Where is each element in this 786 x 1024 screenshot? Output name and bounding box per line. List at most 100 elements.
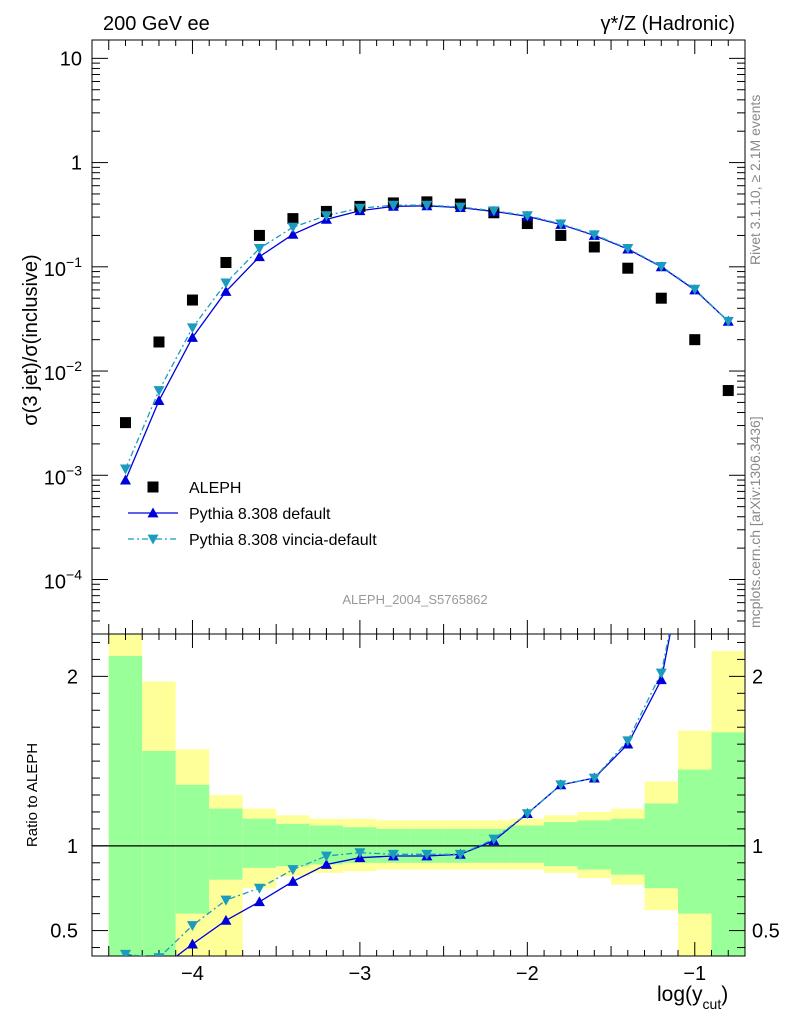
band-inner-bin xyxy=(577,820,612,870)
data-point-square xyxy=(287,213,299,225)
rivet-version-label: Rivet 3.1.10, ≥ 2.1M events xyxy=(747,95,763,265)
data-point-triangle-up xyxy=(287,875,299,886)
legend-label: ALEPH xyxy=(189,480,241,497)
x-axis-label: log(ycut) xyxy=(657,983,728,1012)
data-point-square xyxy=(153,336,165,348)
series-line xyxy=(124,205,729,481)
data-point-square xyxy=(655,292,667,304)
top-ylabel: σ(3 jet)/σ(inclusive) xyxy=(20,254,42,425)
y-tick-label-right: 0.5 xyxy=(752,921,780,943)
data-point-triangle-up xyxy=(186,331,198,342)
data-point-triangle-down xyxy=(689,284,701,295)
data-point-triangle-down xyxy=(220,895,232,906)
y-tick-label-left: 1 xyxy=(67,836,78,858)
ratio-panel-series xyxy=(119,230,734,972)
legend-label: Pythia 8.308 default xyxy=(189,506,331,523)
data-point-triangle-up xyxy=(147,507,159,518)
y-tick-label-right: 2 xyxy=(752,666,763,688)
band-inner-bin xyxy=(544,822,578,867)
data-point-triangle-down xyxy=(555,780,567,791)
data-point-triangle-up xyxy=(655,674,667,685)
series-line xyxy=(124,204,729,470)
data-point-triangle-down xyxy=(588,773,600,784)
data-point-triangle-down xyxy=(655,261,667,272)
ratio-uncertainty-bands xyxy=(92,634,745,956)
band-inner-bin xyxy=(242,818,277,868)
header-left-label: 200 GeV ee xyxy=(103,13,210,35)
data-point-triangle-down xyxy=(689,502,700,512)
header-right-label: γ*/Z (Hadronic) xyxy=(601,13,735,35)
y-tick-label: 10−1 xyxy=(44,254,82,281)
data-point-square xyxy=(555,229,567,241)
data-point-square xyxy=(722,385,734,397)
y-tick-label: 1 xyxy=(71,153,82,175)
data-point-square xyxy=(186,294,198,306)
data-point-triangle-down xyxy=(655,668,667,679)
data-point-triangle-down xyxy=(622,736,634,747)
data-point-triangle-down xyxy=(521,809,533,820)
data-point-triangle-down xyxy=(119,464,131,475)
x-tick-label: −3 xyxy=(348,963,371,985)
x-tick-label: −4 xyxy=(181,963,204,985)
data-point-square xyxy=(119,417,131,429)
data-point-triangle-down xyxy=(153,386,165,397)
data-point-triangle-down xyxy=(454,849,466,860)
data-point-square xyxy=(521,218,533,230)
data-point-triangle-up xyxy=(320,858,332,869)
band-inner-bin xyxy=(276,823,310,867)
data-point-triangle-up xyxy=(153,395,165,406)
ratio-ylabel: Ratio to ALEPH xyxy=(24,743,41,847)
data-point-triangle-up xyxy=(723,230,734,240)
data-point-triangle-down xyxy=(588,230,600,241)
data-point-triangle-up xyxy=(253,896,265,907)
data-point-triangle-down xyxy=(287,222,299,233)
data-point-triangle-down xyxy=(186,921,198,931)
data-point-triangle-up xyxy=(287,228,299,239)
x-tick-label: −1 xyxy=(683,963,706,985)
legend: ALEPH Pythia 8.308 default Pythia 8.308 vi… xyxy=(128,480,377,549)
band-inner-bin xyxy=(510,825,545,863)
data-point-triangle-up xyxy=(220,285,232,296)
top-panel-series xyxy=(119,196,734,485)
y-tick-label-left: 2 xyxy=(67,666,78,688)
data-point-triangle-down xyxy=(119,949,131,956)
y-tick-label: 10 xyxy=(60,48,82,70)
x-tick-label: −2 xyxy=(516,963,539,985)
y-tick-label: 10−4 xyxy=(44,567,82,594)
legend-label: Pythia 8.308 vincia-default xyxy=(189,532,377,549)
data-point-triangle-down xyxy=(354,848,366,859)
data-point-triangle-down xyxy=(147,534,159,545)
data-point-triangle-up xyxy=(689,501,700,511)
data-point-triangle-down xyxy=(320,851,332,862)
data-point-square xyxy=(253,229,265,241)
top-panel-axes: 10−4 10−3 10−2 10−1 1 10 xyxy=(44,39,746,635)
data-point-triangle-down xyxy=(354,203,366,214)
data-point-triangle-down xyxy=(253,244,265,254)
band-inner-bin xyxy=(175,784,210,914)
data-point-triangle-up xyxy=(253,251,265,262)
data-point-triangle-up xyxy=(186,938,198,949)
data-point-triangle-up xyxy=(120,962,131,972)
data-point-square xyxy=(147,481,159,493)
band-inner-bin xyxy=(142,750,176,956)
data-point-triangle-down xyxy=(421,849,433,860)
ratio-panel-axes: −4 −3 −2 −1 0.5 0.5 1 1 2 2 xyxy=(50,633,780,985)
data-point-square xyxy=(588,241,600,253)
data-point-square xyxy=(220,256,232,268)
data-point-triangle-down xyxy=(220,278,232,289)
y-tick-label-right: 1 xyxy=(752,836,763,858)
analysis-watermark: ALEPH_2004_S5765862 xyxy=(342,592,487,607)
data-point-triangle-up xyxy=(220,914,232,925)
data-point-triangle-down xyxy=(287,865,299,876)
data-point-triangle-down xyxy=(488,834,500,845)
data-point-triangle-down xyxy=(320,211,332,222)
data-point-square xyxy=(689,334,701,346)
data-point-triangle-down xyxy=(521,211,533,222)
data-point-triangle-down xyxy=(622,244,634,254)
data-point-triangle-down xyxy=(555,219,567,230)
data-point-triangle-down xyxy=(488,206,500,217)
y-tick-label: 10−2 xyxy=(44,358,82,385)
data-point-triangle-down xyxy=(421,200,433,211)
band-inner-bin xyxy=(108,656,143,956)
